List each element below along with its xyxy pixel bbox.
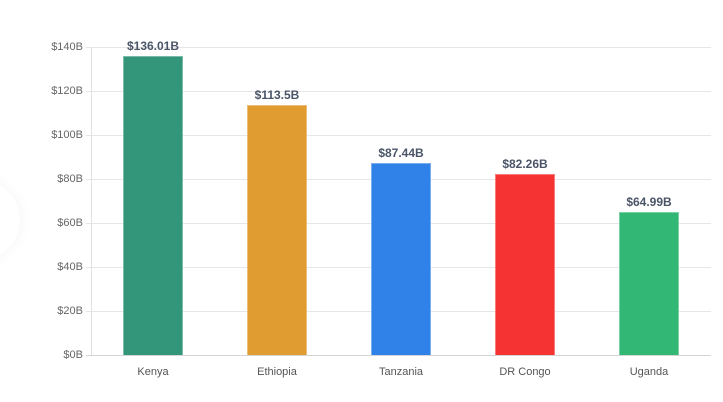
y-tick-label: $20B [57, 305, 83, 317]
y-tick-label: $140B [51, 41, 83, 53]
bar-tanzania[interactable] [371, 162, 431, 355]
y-tick-label: $40B [57, 261, 83, 273]
y-axis-line [91, 47, 92, 355]
bar-dr-congo[interactable] [495, 174, 555, 355]
x-tick-label: Ethiopia [257, 366, 297, 378]
gridline [86, 135, 711, 136]
bar-ethiopia[interactable] [247, 105, 307, 355]
x-tick-label: Kenya [137, 366, 169, 378]
x-tick-label: DR Congo [499, 366, 551, 378]
gridline [86, 47, 711, 48]
value-label: $64.99B [626, 195, 672, 210]
gridline [86, 355, 711, 356]
bar-kenya[interactable] [123, 55, 183, 355]
y-tick-label: $100B [51, 129, 83, 141]
value-label: $136.01B [126, 38, 180, 53]
y-tick-label: $60B [57, 217, 83, 229]
value-label: $87.44B [378, 145, 424, 160]
y-tick-label: $120B [51, 85, 83, 97]
x-tick-label: Tanzania [378, 366, 424, 378]
y-tick-label: $80B [57, 173, 83, 185]
value-label: $113.5B [254, 88, 300, 103]
bar-uganda[interactable] [619, 212, 679, 355]
value-label: $82.26B [502, 157, 548, 172]
gridline [86, 91, 711, 92]
x-tick-label: Uganda [629, 366, 669, 378]
y-tick-label: $0B [63, 349, 83, 361]
